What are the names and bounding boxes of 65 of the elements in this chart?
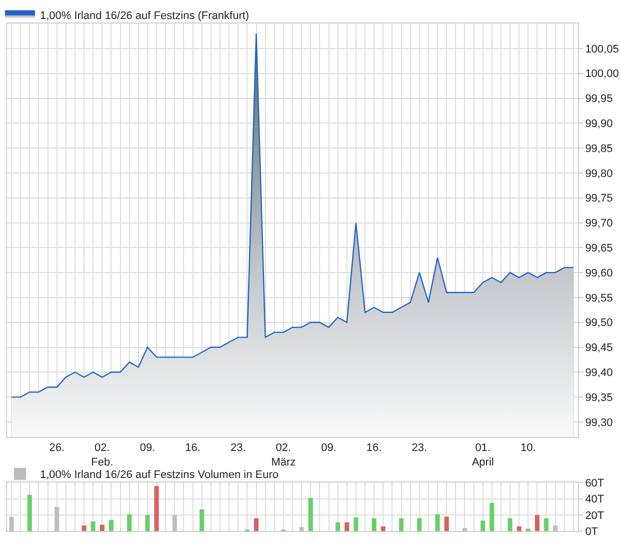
bar bbox=[108, 520, 114, 532]
bar bbox=[100, 524, 104, 532]
y-tick-label: 20T bbox=[585, 510, 604, 522]
y-tick-label: 99,85 bbox=[585, 142, 613, 155]
legend-label: 1,00% Irland 16/26 auf Festzins (Frankfurt) bbox=[40, 10, 250, 22]
bar bbox=[399, 518, 404, 532]
y-tick-label: 100,00 bbox=[585, 68, 619, 80]
bar bbox=[417, 518, 422, 532]
bar bbox=[336, 522, 340, 532]
y-tick-label: 99,70 bbox=[585, 218, 613, 230]
bar bbox=[200, 509, 204, 532]
bar bbox=[254, 518, 259, 532]
y-tick-label: 99,60 bbox=[585, 267, 613, 280]
bar bbox=[553, 526, 558, 532]
x-tick-label: 23. bbox=[230, 442, 246, 454]
bar bbox=[299, 527, 304, 532]
y-tick-label: 99,80 bbox=[585, 168, 613, 180]
y-tick-label: 99,55 bbox=[585, 292, 613, 304]
bar bbox=[516, 526, 522, 532]
y-tick-label: 99,65 bbox=[585, 242, 613, 254]
y-tick-label: 40T bbox=[585, 494, 604, 506]
bar bbox=[444, 516, 449, 532]
bar bbox=[54, 506, 60, 532]
x-tick-label: 02. März bbox=[271, 442, 296, 468]
bar bbox=[27, 494, 32, 532]
x-tick-label: 16. bbox=[366, 442, 382, 454]
bar bbox=[154, 486, 159, 532]
bar bbox=[354, 517, 358, 532]
bar bbox=[372, 518, 376, 532]
x-tick-label: 23. bbox=[412, 442, 428, 454]
bar bbox=[344, 522, 350, 532]
y-tick-label: 99,50 bbox=[585, 317, 613, 330]
x-tick-label: 26. bbox=[49, 442, 64, 454]
bar bbox=[435, 514, 440, 532]
bar bbox=[534, 515, 540, 532]
y-tick-label: 99,35 bbox=[585, 392, 613, 404]
x-tick-label: 16. bbox=[185, 442, 200, 454]
x-tick-label: 09. bbox=[140, 442, 156, 454]
bar bbox=[90, 521, 96, 532]
y-tick-label: 0T bbox=[585, 526, 598, 538]
x-tick-label: 09. bbox=[321, 442, 336, 454]
bar bbox=[380, 526, 386, 532]
y-tick-label: 99,45 bbox=[585, 342, 613, 354]
y-tick-label: 99,40 bbox=[585, 367, 613, 379]
bar bbox=[480, 520, 486, 532]
bar bbox=[462, 528, 467, 532]
bar bbox=[172, 515, 177, 532]
x-tick-label: 01. April bbox=[472, 442, 494, 468]
y-tick-label: 60T bbox=[585, 477, 604, 490]
legend-label: 1,00% Irland 16/26 auf Festzins Volumen in Euro bbox=[40, 469, 278, 482]
y-tick-label: 100,05 bbox=[585, 43, 619, 56]
y-tick-label: 99,90 bbox=[585, 118, 613, 130]
y-tick-label: 99,30 bbox=[585, 416, 613, 429]
x-tick-label: 02. Feb. bbox=[91, 442, 114, 468]
y-tick-label: 99,95 bbox=[585, 93, 613, 106]
bar bbox=[544, 518, 549, 532]
bar bbox=[508, 518, 512, 532]
bar bbox=[127, 514, 132, 532]
bar bbox=[145, 515, 150, 532]
bar bbox=[82, 526, 86, 532]
bar bbox=[490, 502, 494, 532]
bar bbox=[9, 516, 14, 532]
x-tick-label: 10. bbox=[520, 442, 536, 454]
bar bbox=[308, 498, 313, 532]
y-tick-label: 99,75 bbox=[585, 192, 613, 205]
